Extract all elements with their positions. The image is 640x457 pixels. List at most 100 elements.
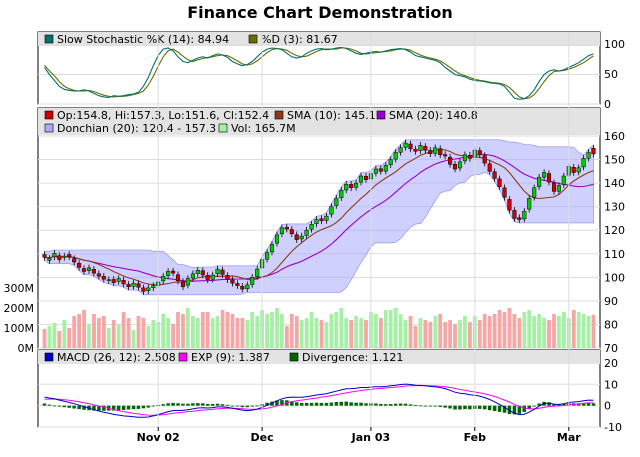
exp9-line <box>44 385 594 416</box>
divergence-swatch <box>289 352 299 362</box>
candle-body <box>363 176 369 180</box>
divergence-bar <box>349 402 353 406</box>
volume-bar <box>339 308 344 348</box>
volume-bar <box>324 322 329 348</box>
volume-bar <box>280 314 284 348</box>
volume-bar <box>517 318 522 348</box>
volume-bar <box>448 320 452 348</box>
divergence-bar <box>52 405 57 407</box>
candle-body <box>166 271 171 276</box>
candle-body <box>111 279 116 283</box>
divergence-bar <box>423 405 428 407</box>
volume-bar <box>205 312 210 348</box>
volume-bar <box>408 316 413 348</box>
volume-bar <box>304 318 309 348</box>
volume-bar <box>354 316 358 348</box>
candle-body <box>581 158 586 168</box>
volume-bar <box>502 312 507 348</box>
volume-bar <box>349 320 354 348</box>
price-ytick: 140 <box>604 177 625 190</box>
divergence-bar <box>97 405 101 411</box>
divergence-bar <box>42 403 47 406</box>
candle-body <box>57 255 62 260</box>
candle-body <box>67 254 72 257</box>
candle-body <box>487 163 492 172</box>
divergence-bar <box>191 403 195 406</box>
macd-line <box>44 383 594 418</box>
divergence-bar <box>146 405 151 408</box>
candle-body <box>265 252 270 260</box>
candle-body <box>42 254 47 258</box>
candle-body <box>378 168 383 172</box>
divergence-bar <box>141 405 146 409</box>
sma20-swatch <box>376 110 386 120</box>
volume-bar <box>552 314 556 348</box>
candle-body <box>245 284 250 289</box>
candle-body <box>467 155 472 159</box>
candle-body <box>319 218 324 222</box>
volume-bar <box>576 312 581 348</box>
divergence-bar <box>151 405 156 407</box>
divergence-bar <box>112 405 116 411</box>
divergence-bar <box>186 403 190 406</box>
divergence-bar <box>448 405 452 409</box>
candle-body <box>91 269 96 274</box>
candle-body <box>304 229 309 236</box>
x-tick-label: Dec <box>251 431 274 444</box>
divergence-bar <box>517 405 522 414</box>
volume-bar <box>146 326 151 348</box>
divergence-bar <box>497 405 502 412</box>
volume-bar <box>220 310 225 348</box>
stochastic-panel: Slow Stochastic %K (14): 84.94 %D (3): 8… <box>37 31 625 111</box>
candle-body <box>561 175 566 185</box>
volume-bar <box>383 310 388 348</box>
volume-bar <box>512 314 517 348</box>
price-ytick: 130 <box>604 201 625 214</box>
divergence-bar <box>463 405 467 410</box>
divergence-bar <box>275 400 279 406</box>
divergence-bar <box>309 402 314 406</box>
volume-bar <box>210 318 215 348</box>
candle-body <box>250 277 255 285</box>
x-tick-label: Nov 02 <box>137 431 180 444</box>
divergence-bar <box>206 404 210 406</box>
divergence-bar <box>126 405 131 410</box>
candle-body <box>586 152 591 159</box>
candle-body <box>81 268 87 272</box>
divergence-bar <box>512 405 517 415</box>
candle-body <box>210 274 215 280</box>
divergence-bar <box>270 401 274 406</box>
volume-bar <box>571 310 576 348</box>
divergence-bar <box>591 403 596 406</box>
divergence-bar <box>67 405 71 408</box>
donchian-channel <box>44 139 594 296</box>
candle-body <box>96 273 101 277</box>
sma20-legend: SMA (20): 140.8 <box>389 109 478 122</box>
candle-body <box>136 283 141 288</box>
candle-body <box>77 262 82 268</box>
divergence-bar <box>230 405 235 407</box>
divergence-bar <box>537 403 541 406</box>
price-ytick: 70 <box>604 342 618 355</box>
candle-body <box>571 167 576 173</box>
volume-bar <box>492 314 497 348</box>
volume-bar <box>230 314 235 348</box>
candle-body <box>502 187 507 198</box>
exp-legend: EXP (9): 1.387 <box>191 351 270 364</box>
candle-body <box>452 164 458 170</box>
volume-bar <box>151 320 156 348</box>
volume-bar <box>468 322 472 348</box>
divergence-bar <box>314 402 319 406</box>
volume-bar <box>433 316 438 348</box>
volume-bar <box>82 310 86 348</box>
candle-body <box>551 182 557 192</box>
divergence-bar <box>413 405 418 406</box>
stoch-ytick-50: 50 <box>604 68 618 81</box>
candle-body <box>329 206 334 215</box>
candle-body <box>126 284 131 288</box>
candle-body <box>428 150 433 154</box>
volume-ytick: 200M <box>4 302 35 315</box>
divergence-bar <box>527 405 531 409</box>
volume-bar <box>195 318 200 348</box>
donchian-swatch <box>44 123 54 133</box>
